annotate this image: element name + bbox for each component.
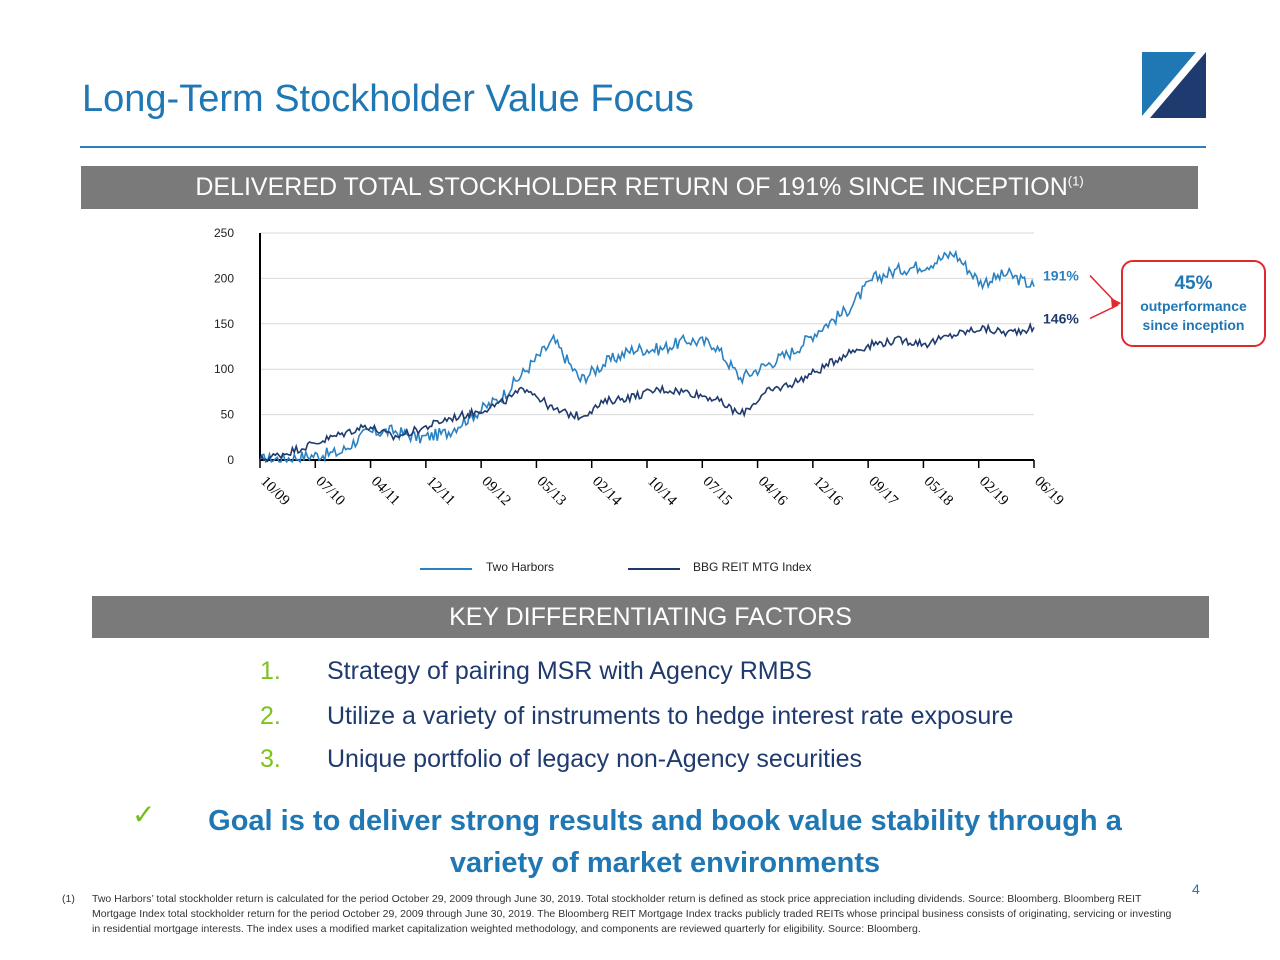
footnote-text: Two Harbors’ total stockholder return is… <box>92 893 1172 935</box>
x-tick-label: 02/14 <box>589 474 625 510</box>
y-tick-label: 100 <box>214 362 234 376</box>
x-tick-label: 10/14 <box>644 474 680 510</box>
x-tick-label: 04/16 <box>755 474 791 510</box>
company-logo <box>1140 50 1208 120</box>
chart-axes <box>259 233 1035 468</box>
x-tick-label: 06/19 <box>1031 474 1066 509</box>
factors-header: KEY DIFFERENTIATING FACTORS <box>92 596 1209 638</box>
legend-label-two-harbors: Two Harbors <box>486 560 555 574</box>
title-divider <box>80 146 1206 148</box>
y-tick-label: 150 <box>214 317 234 331</box>
checkmark-icon: ✓ <box>132 799 156 830</box>
legend-label-bbg-index: BBG REIT MTG Index <box>693 560 812 574</box>
legend-swatch-two-harbors <box>420 568 472 570</box>
page-number: 4 <box>1192 881 1200 897</box>
y-tick-label: 50 <box>221 408 235 422</box>
x-tick-label: 09/17 <box>865 474 901 510</box>
factor-number: 1. <box>260 657 281 685</box>
series-line-two-harbors <box>259 249 1035 464</box>
outperformance-callout: 45% outperformance since inception <box>1121 260 1266 347</box>
callout-value: 45% <box>1174 273 1213 294</box>
goal-statement: Goal is to deliver strong results and bo… <box>150 800 1180 884</box>
banner-text: DELIVERED TOTAL STOCKHOLDER RETURN OF 19… <box>195 173 1068 201</box>
x-tick-label: 05/18 <box>921 474 956 509</box>
banner-footnote-ref: (1) <box>1067 173 1084 189</box>
x-tick-label: 02/19 <box>976 474 1011 509</box>
x-tick-label: 04/11 <box>368 474 403 509</box>
factor-text: Strategy of pairing MSR with Agency RMBS <box>327 657 812 685</box>
x-tick-label: 12/16 <box>810 474 846 510</box>
tsr-line-chart: 0 50 100 150 200 250 10/09 07/10 04/11 12/11 09/12… <box>214 226 1121 509</box>
factor-text: Unique portfolio of legacy non-Agency se… <box>327 745 863 773</box>
x-tick-label: 10/09 <box>257 474 292 509</box>
chart-series <box>259 249 1035 464</box>
factor-number: 2. <box>260 702 281 730</box>
y-tick-label: 250 <box>214 226 234 240</box>
callout-line-2: since inception <box>1142 317 1245 333</box>
y-tick-label: 200 <box>214 271 234 285</box>
arrowhead-icon <box>1111 298 1121 309</box>
legend-swatch-bbg-index <box>628 568 680 570</box>
x-tick-label: 09/12 <box>478 474 513 509</box>
x-tick-label: 07/10 <box>312 474 347 509</box>
goal-line-1: Goal is to deliver strong results and bo… <box>208 805 1122 837</box>
chart-grid <box>260 232 1034 416</box>
end-label-two-harbors: 191% <box>1043 268 1079 284</box>
x-tick-label: 12/11 <box>423 474 458 509</box>
end-label-bbg-index: 146% <box>1043 310 1079 326</box>
factor-number: 3. <box>260 745 281 773</box>
x-tick-label: 07/15 <box>699 474 734 509</box>
x-tick-label: 05/13 <box>534 474 569 509</box>
series-line-bbg-index <box>259 321 1035 463</box>
goal-line-2: variety of market environments <box>449 847 881 879</box>
y-tick-label: 0 <box>227 453 234 467</box>
page-title: Long-Term Stockholder Value Focus <box>82 78 694 120</box>
chart-labels: 0 50 100 150 200 250 10/09 07/10 04/11 12/11 09/12… <box>214 226 1121 509</box>
callout-line-1: outperformance <box>1140 298 1247 314</box>
factor-text: Utilize a variety of instruments to hedg… <box>327 702 1014 730</box>
footnote-marker: (1) <box>62 893 75 905</box>
return-banner: DELIVERED TOTAL STOCKHOLDER RETURN OF 19… <box>81 166 1198 209</box>
